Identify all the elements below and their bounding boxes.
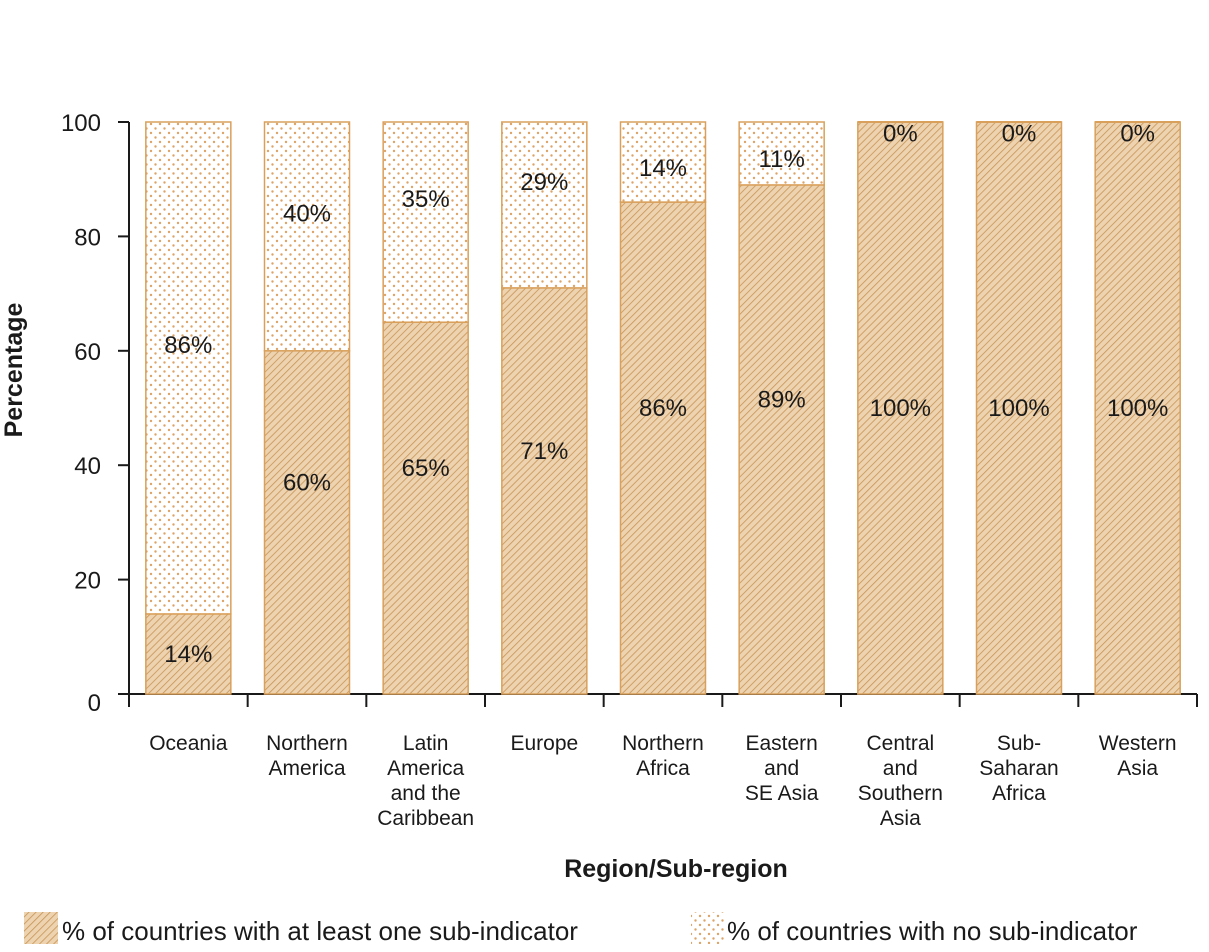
data-label-at-least-one: 14%: [164, 641, 212, 668]
legend-label-hatch: % of countries with at least one sub-ind…: [62, 916, 578, 946]
data-label-at-least-one: 86%: [639, 395, 687, 422]
data-label-no-sub-indicator: 86%: [164, 332, 212, 359]
y-axis: 0 20 40 60 80 100: [61, 110, 130, 717]
bar-segment-at-least-one: [382, 321, 469, 695]
y-tick-label: 80: [74, 224, 101, 251]
legend-label-dots: % of countries with no sub-indicator: [727, 916, 1138, 946]
data-label-no-sub-indicator: 0%: [883, 120, 918, 147]
bar-segment-at-least-one: [619, 201, 707, 695]
y-tick-label: 20: [74, 568, 101, 595]
data-label-no-sub-indicator: 35%: [402, 186, 450, 213]
bars-group: [145, 121, 1181, 695]
bar-segment-no-sub-indicator: [619, 121, 707, 203]
legend-swatch-dots: [691, 912, 725, 944]
x-category-label: Oceania: [149, 732, 228, 755]
data-label-no-sub-indicator: 11%: [759, 146, 805, 173]
x-category-label: Western Asia: [1099, 732, 1177, 780]
data-label-no-sub-indicator: 0%: [1120, 120, 1155, 147]
y-axis-title: Percentage: [0, 303, 28, 438]
bar-segment-at-least-one: [1094, 121, 1181, 695]
x-category-label: Northern Africa: [622, 732, 704, 780]
x-category-label: Sub-Saharan Africa: [979, 732, 1058, 805]
data-label-at-least-one: 60%: [283, 469, 331, 496]
bar-segment-at-least-one: [738, 184, 825, 695]
x-axis: [128, 693, 1198, 707]
data-label-at-least-one: 65%: [402, 455, 450, 482]
data-label-at-least-one: 100%: [870, 395, 931, 422]
y-tick-label: 100: [61, 110, 101, 137]
bar-segment-no-sub-indicator: [738, 121, 825, 186]
bar-segment-no-sub-indicator: [501, 121, 588, 289]
bar-segment-at-least-one: [263, 350, 351, 695]
bar-segment-at-least-one: [857, 121, 944, 695]
data-label-at-least-one: 71%: [520, 438, 568, 465]
bar-segment-at-least-one: [975, 121, 1063, 695]
y-tick-label: 40: [74, 453, 101, 480]
legend-swatch-hatch: [24, 912, 58, 944]
bar-segment-no-sub-indicator: [145, 121, 232, 615]
y-tick-label: 0: [88, 690, 101, 717]
x-category-label: Northern America: [266, 732, 348, 780]
data-label-at-least-one: 89%: [758, 386, 806, 413]
bar-segment-no-sub-indicator: [263, 121, 351, 352]
category-labels-group: Oceania Northern America Latin America and th…: [149, 732, 1176, 830]
data-labels-group: 14% 86% 60% 40% 65% 35% 71% 29% 86% 14% 89% 11% 100%…: [164, 120, 1168, 668]
x-category-label: Central and Southern Asia: [858, 732, 943, 830]
bar-segment-at-least-one: [501, 287, 588, 695]
x-category-label: Europe: [510, 732, 578, 755]
legend: % of countries with at least one sub-ind…: [24, 912, 1138, 946]
data-label-no-sub-indicator: 14%: [639, 155, 687, 182]
data-label-no-sub-indicator: 29%: [520, 169, 568, 196]
x-category-label: Latin America and the Caribbean: [377, 732, 474, 830]
data-label-at-least-one: 100%: [1107, 395, 1168, 422]
data-label-no-sub-indicator: 0%: [1002, 120, 1037, 147]
x-axis-title: Region/Sub-region: [564, 855, 788, 883]
data-label-no-sub-indicator: 40%: [283, 201, 331, 228]
y-tick-label: 60: [74, 339, 101, 366]
x-category-label: Eastern and SE Asia: [745, 732, 819, 805]
data-label-at-least-one: 100%: [988, 395, 1049, 422]
bar-segment-no-sub-indicator: [382, 121, 469, 323]
